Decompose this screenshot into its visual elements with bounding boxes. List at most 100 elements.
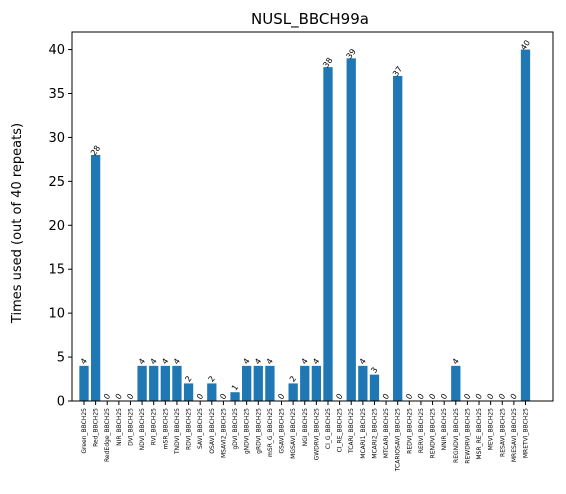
bar-value-label: 4 [253, 357, 263, 366]
bar-value-label: 0 [102, 392, 112, 401]
x-tick-label: MRETVI_BBCH25 [523, 408, 530, 458]
bar [346, 58, 356, 401]
x-tick-label: NDVI_BBCH25 [139, 408, 146, 451]
x-tick-label: MEVI_BBCH25 [488, 408, 495, 450]
y-tick-label: 30 [48, 131, 65, 146]
bar [160, 365, 170, 401]
bar-value-label: 0 [218, 392, 228, 401]
bar [242, 365, 252, 401]
y-tick-label: 0 [57, 395, 65, 410]
bar-value-label: 4 [241, 357, 251, 366]
bar [172, 365, 182, 401]
x-tick-label: TCARIOSAVI_BBCH25 [395, 408, 402, 472]
x-tick-label: CI_G_BBCH25 [325, 408, 332, 449]
x-tick-label: Green_BBCH25 [81, 408, 88, 454]
bar [520, 49, 531, 401]
y-tick-label: 15 [48, 263, 65, 278]
x-tick-label: mSR_BBCH25 [162, 408, 169, 449]
x-tick-label: OSAVI_BBCH25 [209, 408, 216, 454]
x-tick-label: MCARI1_BBCH25 [360, 408, 367, 459]
bar-value-label: 4 [79, 357, 89, 366]
x-tick-label: SAVI_BBCH25 [197, 408, 204, 449]
bar [451, 365, 461, 401]
bar [137, 365, 147, 401]
bars [79, 49, 531, 402]
bar-value-label: 0 [439, 392, 449, 401]
x-tick-label: RERVI_BBCH25 [418, 408, 425, 453]
bar-value-label: 0 [497, 392, 507, 401]
bar [358, 365, 368, 401]
bar-value-label: 0 [474, 392, 484, 401]
x-tick-label: REWDRVI_BBCH25 [464, 408, 471, 464]
bar-value-label: 0 [485, 392, 495, 401]
x-tick-label: MCARI2_BBCH25 [371, 408, 378, 459]
plot-frame [71, 31, 554, 402]
bar-value-label: 4 [172, 357, 182, 366]
x-tick-label: TCARI_BBCH25 [348, 408, 355, 454]
x-tick-label: MTCARI_BBCH25 [383, 408, 390, 458]
x-tick-label: mSR_G_BBCH25 [267, 408, 274, 457]
bar [183, 383, 194, 401]
bar-value-label: 2 [183, 374, 193, 383]
bar [253, 365, 263, 401]
x-tick-label: REGNDVI_BBCH25 [453, 408, 460, 463]
bar-value-label: 0 [416, 392, 426, 401]
bar [288, 383, 298, 401]
bar [300, 365, 310, 401]
x-tick-label: NIR_BBCH25 [116, 408, 123, 446]
bar-value-label: 4 [451, 357, 461, 366]
bar [265, 365, 275, 401]
bar-value-label: 4 [149, 357, 159, 366]
x-tick-label: Red_BBCH25 [93, 408, 100, 447]
y-tick-label: 10 [48, 307, 65, 322]
x-tick-label: MSAVI2_BBCH25 [220, 408, 227, 458]
bar [323, 67, 333, 402]
y-axis-ticks: 0 5 10 15 20 25 30 35 40 [48, 43, 72, 410]
bar [207, 383, 217, 401]
bar-value-label: 4 [300, 357, 310, 366]
x-tick-label: GWDRVI_BBCH25 [313, 408, 320, 461]
bar-value-label: 0 [427, 392, 437, 401]
bar-value-label: 4 [137, 357, 147, 366]
y-axis-label: Times used (out of 40 repeats) [10, 123, 25, 324]
x-tick-label: MSR_RE_BBCH25 [476, 408, 483, 460]
bar [393, 75, 403, 401]
bar-value-label: 0 [114, 392, 124, 401]
bar-value-label: 4 [265, 357, 275, 366]
x-tick-label: GSAVI_BBCH25 [279, 408, 286, 454]
x-tick-label: RENDVI_BBCH25 [430, 408, 437, 458]
bar-value-label: 0 [195, 392, 205, 401]
x-tick-label: MGSAVI_BBCH25 [290, 408, 297, 459]
x-tick-label: RedEdge_BBCH25 [104, 408, 111, 462]
bar [149, 365, 159, 401]
x-tick-label: REDVI_BBCH25 [406, 408, 413, 454]
bar-value-label: 0 [276, 392, 286, 401]
y-tick-label: 20 [48, 219, 65, 234]
bar [311, 365, 322, 401]
bar-value-label: 2 [207, 374, 217, 383]
y-tick-label: 35 [48, 87, 65, 102]
bar [230, 392, 240, 401]
y-tick-label: 40 [48, 43, 65, 58]
bar-value-label: 0 [404, 392, 414, 401]
y-tick-label: 5 [57, 351, 65, 366]
bar-value-label: 0 [125, 392, 135, 401]
y-tick-label: 25 [48, 175, 65, 190]
x-tick-label: RVI_BBCH25 [151, 408, 158, 445]
x-tick-label: DVI_BBCH25 [127, 408, 134, 446]
bar-value-label: 4 [358, 357, 368, 366]
bar-value-label: 0 [509, 392, 519, 401]
x-tick-label: gNDVI_BBCH25 [244, 408, 251, 454]
x-tick-label: MRESAVI_BBCH25 [511, 408, 518, 462]
bar-value-label: 3 [369, 366, 379, 375]
bar [79, 365, 89, 401]
chart-title: NUSL_BBCH99a [251, 10, 369, 29]
x-axis-ticks: Green_BBCH25 Red_BBCH25 RedEdge_BBCH25 NIR_… [81, 401, 530, 472]
bar [90, 155, 101, 401]
x-tick-label: RESAVI_BBCH25 [499, 408, 506, 457]
x-tick-label: gRDVI_BBCH25 [255, 408, 262, 454]
bar-value-label: 4 [160, 357, 170, 366]
bar-value-label: 0 [334, 392, 344, 401]
